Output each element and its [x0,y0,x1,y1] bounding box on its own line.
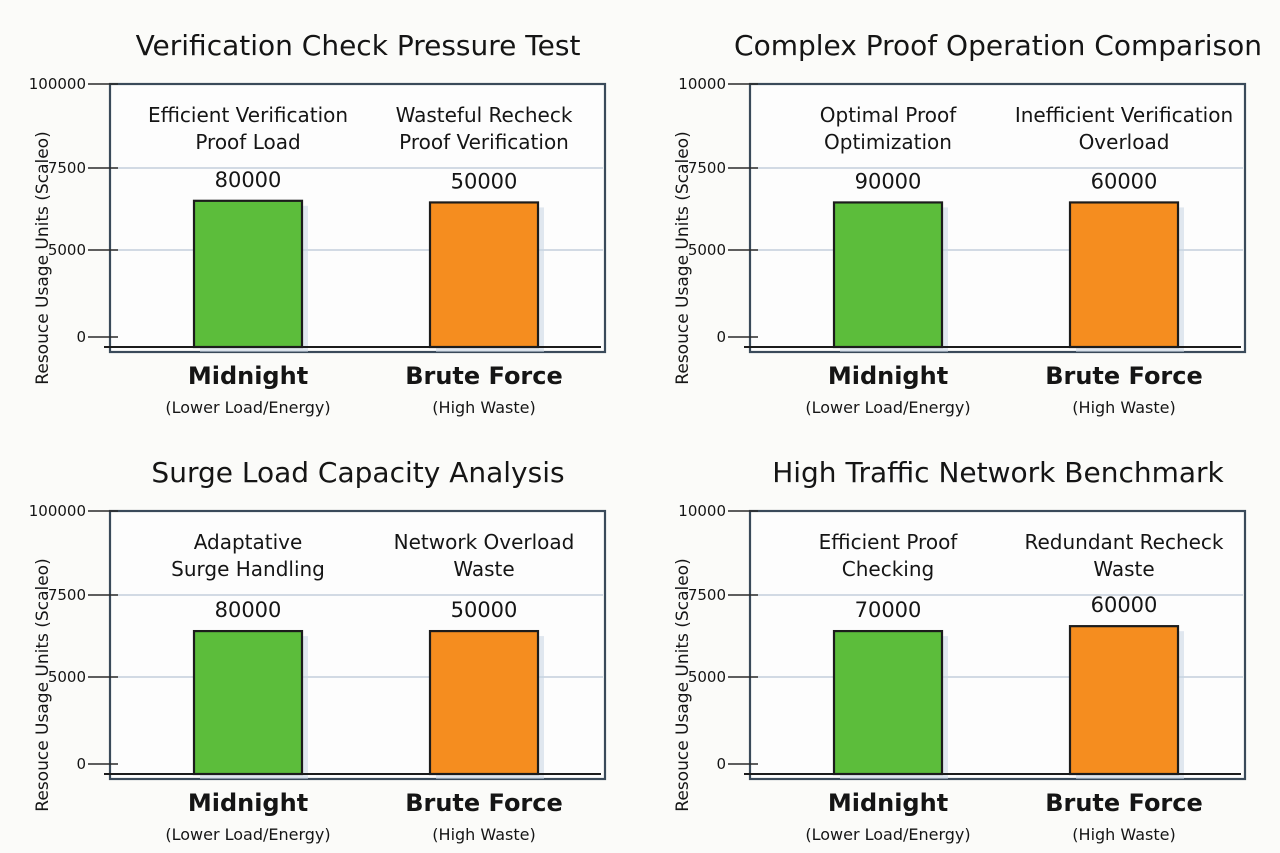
category-note: (High Waste) [1072,398,1175,417]
y-tick-label: 0 [716,328,726,346]
bar-group: 80000 Adaptative Surge Handling Midnight (Lo… [165,530,330,844]
bar-group: 80000 Efficient Verification Proof Load Mid… [148,103,348,417]
bar-value-label: 50000 [451,169,518,193]
y-tick-label: 0 [716,755,726,773]
chart-panel-1: Verification Check Pressure Test 0 5000 750… [0,0,640,426]
bar-chart-3: Surge Load Capacity Analysis 0 5000 7500 100… [29,456,607,844]
y-tick-label: 0 [76,328,86,346]
y-tick: 5000 [688,668,758,686]
category-note: (High Waste) [432,398,535,417]
bar-chart-4: High Traffic Network Benchmark 0 5000 7500 1… [673,456,1247,844]
bar-value-label: 70000 [855,598,922,622]
category-label: Brute Force [1045,789,1203,817]
chart-title: High Traffic Network Benchmark [772,456,1224,489]
y-tick: 7500 [48,159,118,177]
bar-brute-force [1068,625,1180,776]
bar-midnight [832,201,944,349]
chart-panel-3: Surge Load Capacity Analysis 0 5000 7500 100… [0,427,640,853]
y-tick-label: 5000 [688,668,726,686]
category-note: (High Waste) [1072,825,1175,844]
y-tick: 0 [716,755,758,773]
bar-brute-force [428,629,540,776]
category-label: Midnight [828,789,948,817]
y-tick: 100000 [29,502,118,520]
y-tick-label: 10000 [678,502,726,520]
bar-value-label: 90000 [855,169,922,193]
category-note: (High Waste) [432,825,535,844]
bar-brute-force [428,201,540,349]
category-label: Midnight [828,362,948,390]
y-axis-label: Resouce Usage Units (Scaleo) [33,558,53,811]
bar-annotation: Efficient Verification Proof Load [148,103,348,154]
y-tick: 0 [76,328,118,346]
y-tick-label: 100000 [29,502,86,520]
y-tick: 0 [716,328,758,346]
category-label: Midnight [188,789,308,817]
bar-midnight [832,629,944,776]
y-tick-label: 7500 [48,159,86,177]
bar-chart-2: Complex Proof Operation Comparison 0 5000 7… [673,29,1262,417]
category-note: (Lower Load/Energy) [805,825,970,844]
bar-midnight [192,199,304,349]
bar-annotation: Redundant Recheck Waste [1024,530,1223,581]
category-note: (Lower Load/Energy) [805,398,970,417]
y-tick: 7500 [688,586,758,604]
bar-value-label: 80000 [215,168,282,192]
category-label: Brute Force [405,789,563,817]
bar-group: 90000 Optimal Proof Optimization Midnight (L… [805,103,970,417]
y-tick-label: 5000 [48,668,86,686]
category-label: Midnight [188,362,308,390]
bar-annotation: Efficient Proof Checking [819,530,959,581]
y-tick-label: 5000 [688,241,726,259]
chart-panel-2: Complex Proof Operation Comparison 0 5000 7… [640,0,1280,426]
y-axis-label: Resouce Usage Units (Scaleo) [33,131,53,384]
chart-panel-4: High Traffic Network Benchmark 0 5000 7500 1… [640,427,1280,853]
bar-annotation: Adaptative Surge Handling [171,530,325,581]
y-tick: 10000 [678,75,758,93]
y-tick: 7500 [48,586,118,604]
bar-annotation: Wasteful Recheck Proof Verification [396,103,573,154]
y-tick-label: 7500 [688,159,726,177]
chart-title: Complex Proof Operation Comparison [734,29,1262,62]
y-tick: 0 [76,755,118,773]
bar-group: 60000 Redundant Recheck Waste Brute Force (H… [1024,530,1223,844]
y-tick: 5000 [688,241,758,259]
y-tick: 5000 [48,241,118,259]
bar-group: 50000 Network Overload Waste Brute Force (Hi… [394,530,575,844]
y-tick: 100000 [29,75,118,93]
y-tick-label: 7500 [48,586,86,604]
bar-midnight [192,629,304,776]
bar-brute-force [1068,201,1180,349]
y-tick-label: 100000 [29,75,86,93]
bar-chart-1: Verification Check Pressure Test 0 5000 750… [29,29,607,417]
bar-annotation: Network Overload Waste [394,530,575,581]
chart-title: Surge Load Capacity Analysis [151,456,564,489]
bar-value-label: 60000 [1091,593,1158,617]
bar-annotation: Inefficient Verification Overload [1015,103,1233,154]
bar-value-label: 80000 [215,598,282,622]
y-tick-label: 5000 [48,241,86,259]
y-tick: 10000 [678,502,758,520]
category-label: Brute Force [1045,362,1203,390]
bar-value-label: 50000 [451,598,518,622]
bar-annotation: Optimal Proof Optimization [820,103,957,154]
y-tick: 5000 [48,668,118,686]
y-tick-label: 10000 [678,75,726,93]
bar-group: 60000 Inefficient Verification Overload Bru… [1015,103,1233,417]
bar-value-label: 60000 [1091,169,1158,193]
category-note: (Lower Load/Energy) [165,825,330,844]
y-tick: 7500 [688,159,758,177]
y-tick-label: 0 [76,755,86,773]
y-axis-label: Resouce Usage Units (Scaleo) [673,131,693,384]
category-label: Brute Force [405,362,563,390]
category-note: (Lower Load/Energy) [165,398,330,417]
bar-group: 70000 Efficient Proof Checking Midnight (Low… [805,530,970,844]
y-axis-label: Resouce Usage Units (Scaleo) [673,558,693,811]
chart-title: Verification Check Pressure Test [136,29,581,62]
y-tick-label: 7500 [688,586,726,604]
